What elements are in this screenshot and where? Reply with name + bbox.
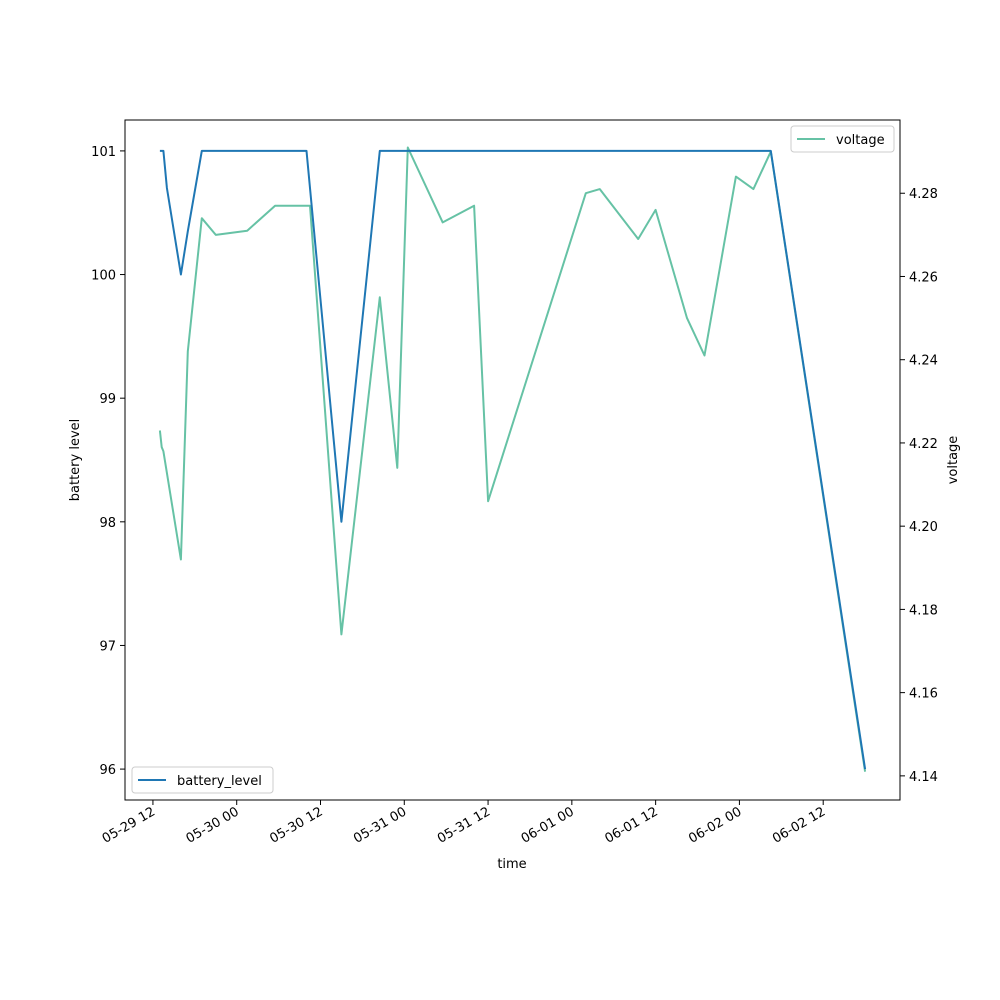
- series-line-battery_level: [159, 149, 867, 770]
- legend-right-label: voltage: [836, 133, 885, 148]
- y-left-tick-label: 99: [99, 392, 116, 407]
- y-right-tick-label: 4.24: [909, 354, 938, 369]
- legend-left-label: battery_level: [177, 774, 262, 789]
- legend-right: voltage: [790, 125, 895, 153]
- legend-left-box: [131, 766, 274, 794]
- y-left-tick-label: 97: [99, 639, 116, 654]
- y-right-tick-label: 4.22: [909, 437, 938, 452]
- series-layer: [158, 146, 867, 772]
- y-right-tick-label: 4.14: [909, 770, 938, 785]
- series-line-voltage: [158, 146, 867, 772]
- plot-frame: [124, 119, 901, 801]
- y-left-tick-label: 100: [91, 269, 116, 284]
- y-axis-right: 4.14 4.16 4.18 4.20 4.22 4.24 4.26 4.28: [900, 187, 938, 785]
- x-axis-title: time: [497, 857, 526, 872]
- y-right-tick-label: 4.16: [909, 687, 938, 702]
- legend-left: battery_level: [131, 766, 274, 794]
- y-right-tick-label: 4.18: [909, 603, 938, 618]
- y-right-tick-label: 4.20: [909, 520, 938, 535]
- y-axis-left: 96 97 98 99 100 101: [91, 145, 125, 778]
- y-axis-left-title: battery level: [68, 419, 83, 502]
- y-right-tick-label: 4.26: [909, 270, 938, 285]
- y-axis-right-title: voltage: [946, 436, 961, 485]
- y-left-tick-label: 96: [99, 763, 116, 778]
- y-left-tick-label: 101: [91, 145, 116, 160]
- y-left-tick-label: 98: [99, 516, 116, 531]
- y-right-tick-label: 4.28: [909, 187, 938, 202]
- legend-right-box: [790, 125, 895, 153]
